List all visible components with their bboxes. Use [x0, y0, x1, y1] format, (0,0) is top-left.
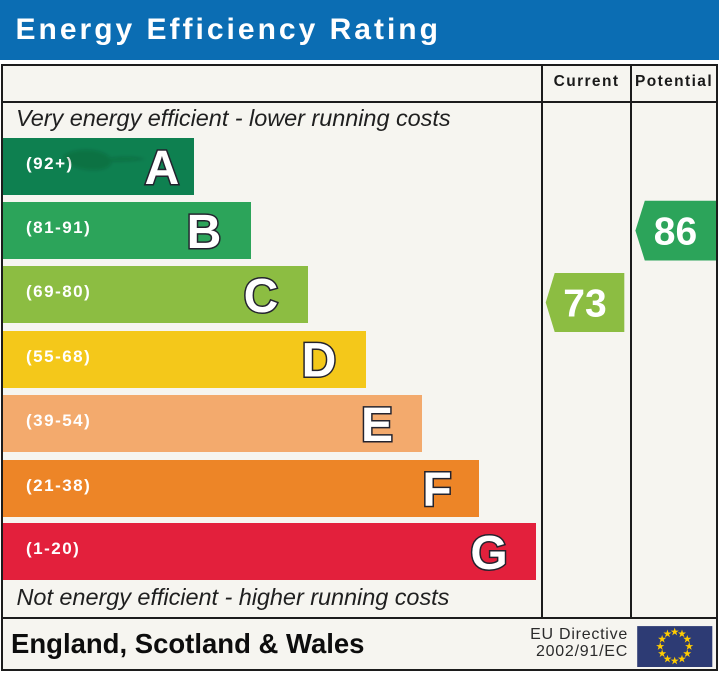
svg-text:G: G — [470, 527, 507, 580]
svg-text:A: A — [145, 142, 180, 195]
svg-text:F: F — [422, 464, 451, 517]
svg-text:86: 86 — [654, 210, 697, 253]
svg-text:C: C — [244, 270, 279, 323]
svg-text:D: D — [302, 335, 337, 388]
svg-text:73: 73 — [563, 283, 606, 326]
svg-text:E: E — [361, 399, 393, 452]
svg-text:B: B — [187, 206, 222, 259]
